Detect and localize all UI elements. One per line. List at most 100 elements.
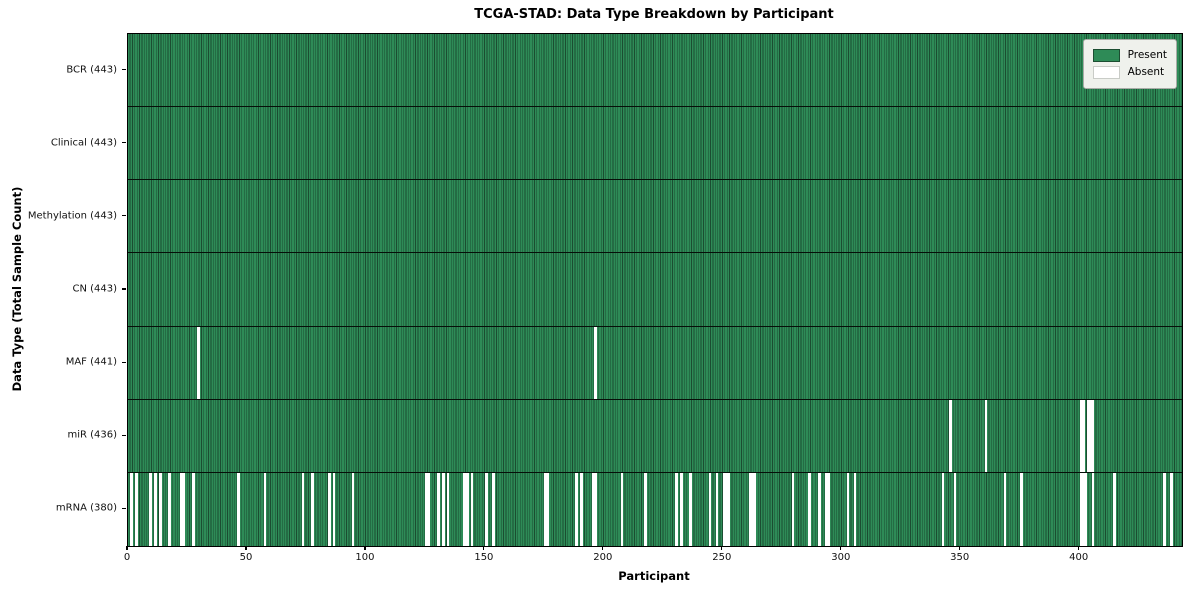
absent-stripe bbox=[753, 472, 757, 546]
y-tick-mark bbox=[122, 215, 126, 217]
absent-stripe bbox=[708, 472, 712, 546]
heatmap-row bbox=[128, 472, 1182, 546]
absent-stripe bbox=[484, 472, 488, 546]
x-tick-mark bbox=[959, 546, 961, 550]
x-tick-label: 0 bbox=[123, 552, 131, 563]
absent-stripe bbox=[620, 472, 624, 546]
absent-stripe bbox=[727, 472, 731, 546]
absent-stripe bbox=[154, 472, 157, 546]
y-tick-mark bbox=[122, 68, 126, 71]
absent-stripe bbox=[1089, 399, 1092, 472]
y-tick-mark bbox=[122, 288, 126, 290]
absent-swatch-icon bbox=[1092, 66, 1120, 79]
absent-stripe bbox=[1079, 472, 1083, 546]
absent-stripe bbox=[465, 472, 469, 546]
present-swatch-icon bbox=[1092, 49, 1120, 62]
absent-stripe bbox=[149, 472, 153, 546]
heatmap-row bbox=[128, 107, 1182, 181]
legend-label-present: Present bbox=[1127, 49, 1167, 61]
absent-stripe bbox=[1113, 472, 1116, 546]
absent-stripe bbox=[1170, 472, 1173, 546]
absent-stripe bbox=[437, 472, 440, 546]
absent-stripe bbox=[1003, 472, 1007, 546]
y-tick-label: Clinical (443) bbox=[50, 137, 117, 149]
heatmap-row bbox=[128, 399, 1182, 473]
absent-stripe bbox=[984, 399, 988, 472]
absent-stripe bbox=[1091, 399, 1095, 472]
absent-stripe bbox=[575, 472, 578, 546]
y-tick-label: miR (436) bbox=[67, 429, 117, 441]
heatmap-row bbox=[128, 34, 1182, 108]
y-tick-label: CN (443) bbox=[72, 283, 117, 295]
absent-stripe bbox=[941, 472, 945, 546]
y-tick-mark bbox=[122, 142, 126, 144]
x-axis-label: Participant bbox=[618, 569, 690, 583]
y-tick-label: BCR (443) bbox=[66, 64, 117, 76]
absent-stripe bbox=[180, 472, 183, 546]
absent-stripe bbox=[1079, 399, 1083, 472]
y-tick-mark bbox=[122, 507, 126, 510]
x-tick-label: 100 bbox=[355, 552, 375, 563]
absent-stripe bbox=[196, 326, 200, 399]
x-tick-mark bbox=[721, 546, 723, 550]
absent-stripe bbox=[1082, 399, 1085, 472]
absent-stripe bbox=[948, 399, 952, 472]
x-tick-mark bbox=[126, 546, 128, 550]
legend-entry-present: Present bbox=[1092, 48, 1167, 63]
y-tick-label: MAF (441) bbox=[65, 356, 117, 368]
absent-stripe bbox=[332, 472, 336, 546]
absent-stripe bbox=[130, 472, 134, 546]
absent-stripe bbox=[580, 472, 583, 546]
absent-stripe bbox=[817, 472, 821, 546]
absent-stripe bbox=[808, 472, 812, 546]
absent-stripe bbox=[751, 472, 755, 546]
y-tick-label: Methylation (443) bbox=[27, 210, 117, 222]
absent-stripe bbox=[846, 472, 850, 546]
x-tick-mark bbox=[245, 546, 247, 550]
heatmap-row bbox=[128, 180, 1182, 254]
absent-stripe bbox=[263, 472, 267, 546]
y-tick-mark bbox=[122, 434, 126, 436]
x-tick-label: 150 bbox=[474, 552, 494, 563]
x-tick-mark bbox=[840, 546, 842, 550]
absent-stripe bbox=[715, 472, 719, 546]
absent-stripe bbox=[594, 472, 597, 546]
absent-stripe bbox=[544, 472, 548, 546]
absent-stripe bbox=[1084, 472, 1088, 546]
absent-stripe bbox=[689, 472, 693, 546]
absent-stripe bbox=[182, 472, 186, 546]
absent-stripe bbox=[442, 472, 445, 546]
x-tick-mark bbox=[364, 546, 366, 550]
y-tick-label: mRNA (380) bbox=[55, 502, 117, 514]
absent-stripe bbox=[1082, 472, 1085, 546]
heatmap-plot-area: Present Absent bbox=[127, 33, 1183, 547]
absent-stripe bbox=[953, 472, 957, 546]
absent-stripe bbox=[492, 472, 495, 546]
heatmap-row bbox=[128, 253, 1182, 327]
absent-stripe bbox=[1086, 399, 1090, 472]
absent-stripe bbox=[675, 472, 678, 546]
x-tick-mark bbox=[483, 546, 485, 550]
absent-stripe bbox=[1162, 472, 1166, 546]
x-tick-label: 50 bbox=[239, 552, 253, 563]
absent-stripe bbox=[748, 472, 752, 546]
absent-stripe bbox=[463, 472, 467, 546]
absent-stripe bbox=[168, 472, 172, 546]
x-tick-label: 200 bbox=[593, 552, 613, 563]
absent-stripe bbox=[192, 472, 195, 546]
absent-stripe bbox=[591, 472, 595, 546]
absent-stripe bbox=[853, 472, 857, 546]
absent-stripe bbox=[351, 472, 355, 546]
absent-stripe bbox=[644, 472, 647, 546]
absent-stripe bbox=[327, 472, 331, 546]
absent-stripe bbox=[311, 472, 314, 546]
legend-label-absent: Absent bbox=[1127, 66, 1165, 78]
x-tick-label: 250 bbox=[712, 552, 732, 563]
absent-stripe bbox=[725, 472, 728, 546]
absent-stripe bbox=[825, 472, 828, 546]
x-tick-label: 300 bbox=[831, 552, 851, 563]
absent-stripe bbox=[135, 472, 138, 546]
absent-stripe bbox=[827, 472, 831, 546]
absent-stripe bbox=[425, 472, 429, 546]
